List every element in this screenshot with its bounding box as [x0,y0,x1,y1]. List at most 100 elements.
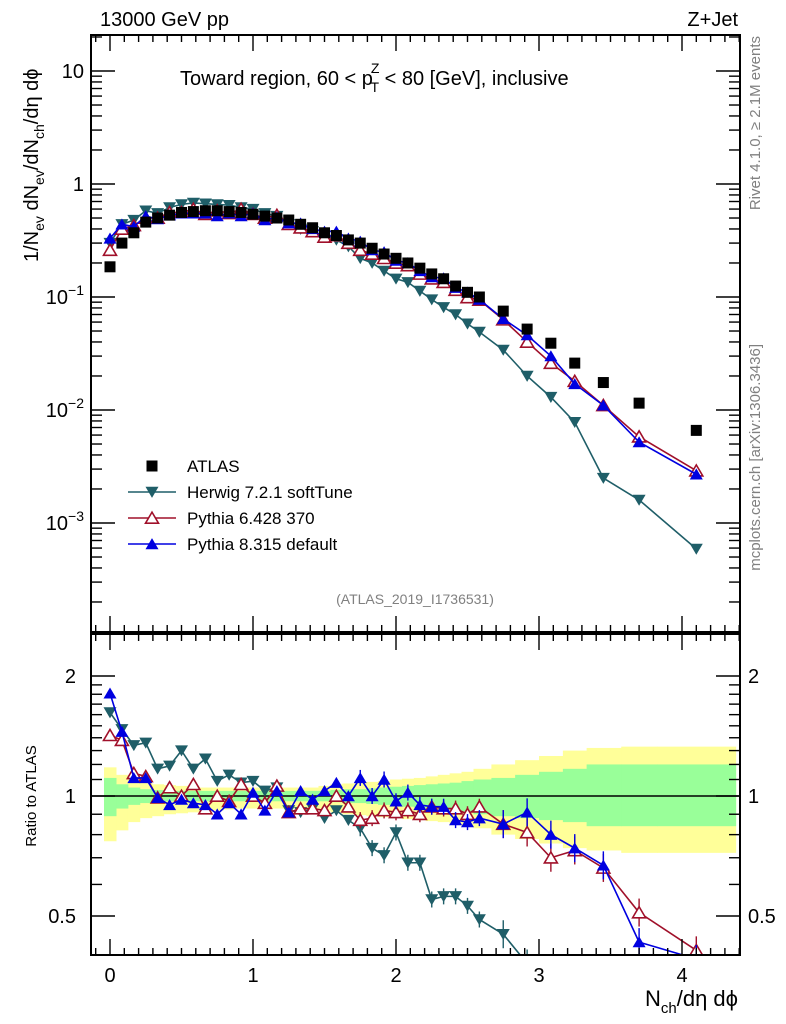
ratio-data-point [127,740,141,752]
ratio-data-point [399,803,416,817]
data-point [542,355,559,370]
ratio-data-point [631,905,647,919]
data-point [330,230,342,242]
ratio-data-point [163,799,177,811]
data-point [545,337,557,349]
ratio-data-point [246,786,260,798]
data-point [450,280,462,292]
ratio-data-point [102,727,118,742]
ratio-series-pythia-8-315-default [103,687,698,955]
data-point [390,252,402,264]
ratio-data-point [292,801,309,815]
ratio-data-point [198,753,212,765]
ratio-data-point [461,900,474,912]
ratio-data-point [139,772,153,784]
data-point [104,261,116,273]
data-point [520,370,534,382]
ratio-data-point [209,788,226,803]
data-point [198,198,212,210]
ratio-data-point [519,825,536,839]
ratio-data-point [461,816,474,828]
ratio-data-point [544,828,558,840]
data-point [689,543,703,555]
data-point [377,265,391,277]
series-line [109,212,697,475]
data-point [103,232,117,244]
ratio-plot-series [102,687,704,1010]
ratio-data-point [568,999,581,1010]
data-point [401,277,415,289]
legend-label: Herwig 7.2.1 softTune [187,483,353,502]
ratio-data-point [377,773,391,785]
ratio-data-point [186,763,200,775]
ratio-data-point [389,795,403,807]
data-point [223,206,235,218]
ratio-data-point [425,800,439,812]
data-point [568,416,582,429]
data-point [597,377,609,389]
data-point [414,262,426,274]
legend-label: Pythia 8.315 default [187,535,338,554]
data-point [102,242,118,257]
data-point [462,286,473,298]
legend-item-atlas: ATLAS [146,457,240,476]
data-point [187,206,199,218]
data-point [295,218,307,230]
legend-label: ATLAS [187,457,240,476]
ratio-data-point [413,799,427,811]
y-tick-label: 10−1 [46,282,84,309]
main-y-axis-label: 1/Nev dNev/dNch/dη dϕ [21,69,47,262]
data-point [596,399,610,411]
ratio-data-point [233,776,249,791]
ratio-data-point [365,790,379,802]
data-point [247,208,259,220]
ratio-data-point [210,775,224,787]
ratio-y-tick-label-right: 1 [748,786,759,808]
data-point [140,216,152,228]
data-point [235,206,247,218]
data-point [116,237,128,249]
ratio-data-point [103,707,117,719]
legend-item-herwig-7-2-1-softtune: Herwig 7.2.1 softTune [128,483,353,502]
legend-marker-icon [145,538,159,550]
ratio-band-inner [103,777,117,817]
top-right-label: Z+Jet [687,9,738,31]
data-point [438,273,450,285]
ratio-data-point [175,745,188,757]
ratio-data-point [377,850,391,862]
ratio-data-point [222,797,236,809]
top-left-label: 13000 GeV pp [100,9,229,31]
data-point [342,234,354,246]
data-point [472,326,486,338]
ratio-data-point [472,812,486,824]
data-point [689,468,703,480]
ratio-data-point [413,857,427,869]
data-point [449,309,463,321]
y-tick-label: 10−3 [46,508,84,535]
ratio-data-point [352,812,369,827]
series-line [109,208,697,472]
y-tick-label: 1 [73,174,84,196]
data-point [461,318,474,330]
ratio-data-point [425,894,439,906]
ratio-data-point [151,763,165,775]
ratio-data-point [294,785,308,797]
ratio-data-point [270,785,284,797]
rivet-version-label: Rivet 4.1.0, ≥ 2.1M events [747,36,764,210]
ratio-data-point [198,799,212,811]
y-tick-label: 10−2 [46,395,84,422]
ratio-data-point [449,814,463,826]
ratio-data-point [316,803,333,817]
data-point [496,344,510,356]
ratio-data-point [306,793,320,805]
legend-marker-icon [146,460,158,472]
ratio-y-tick-label: 1 [65,786,76,808]
ratio-data-point [496,929,510,941]
ratio-data-point [103,687,117,699]
data-point [128,227,140,239]
data-point [389,273,403,285]
data-point [633,397,645,409]
data-point [152,212,164,224]
ratio-data-point [318,785,331,797]
ratio-data-point [341,790,355,802]
